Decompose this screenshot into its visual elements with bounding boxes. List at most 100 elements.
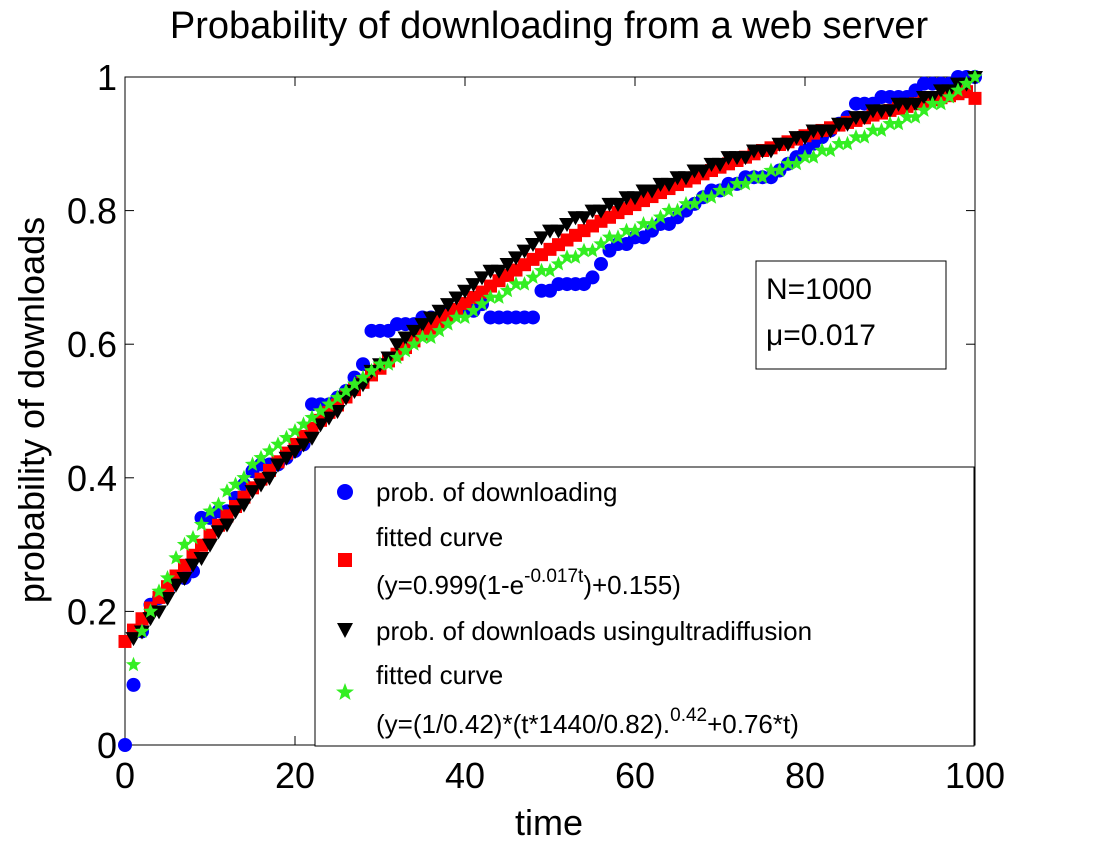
plot-area: 0 20 40 60 80 100 0 0.2 0.4 0.6 0.8 1 (67, 57, 1005, 796)
point-series-4 (703, 189, 720, 204)
point-series-4 (865, 122, 881, 137)
x-tick-label: 60 (615, 755, 655, 796)
point-series-4 (805, 149, 822, 164)
point-series-4 (924, 95, 941, 111)
point-series-3 (389, 338, 405, 353)
point-series-3 (448, 291, 465, 306)
point-series-4 (754, 169, 771, 184)
point-series-4 (440, 316, 456, 331)
axis-ticks: 0 20 40 60 80 100 0 0.2 0.4 0.6 0.8 1 (67, 57, 1005, 796)
legend-formula-1-sup: -0.017t (524, 566, 584, 587)
point-series-4 (176, 536, 193, 552)
point-series-3 (856, 111, 873, 126)
point-series-4 (950, 82, 966, 97)
point-series-4 (236, 469, 252, 485)
point-series-3 (202, 538, 218, 553)
point-series-4 (873, 122, 890, 137)
annotation-frame (755, 260, 947, 370)
point-series-4 (890, 115, 907, 131)
point-series-4 (856, 129, 873, 144)
point-series-3 (193, 551, 210, 566)
point-series-4 (542, 262, 558, 278)
point-series-3 (210, 525, 227, 540)
point-series-3 (839, 117, 856, 132)
y-tick-label: 0.4 (67, 458, 117, 499)
annotation-mu: μ=0.017 (766, 319, 876, 352)
point-series-3 (244, 485, 261, 500)
x-axis-label: time (515, 802, 583, 843)
y-tick-label: 0.6 (67, 324, 117, 365)
x-tick-label: 0 (115, 755, 135, 796)
point-series-4 (508, 276, 524, 291)
point-series-3 (627, 191, 643, 206)
point-series-3 (236, 498, 252, 513)
point-series-4 (270, 436, 286, 451)
point-series-3 (882, 104, 898, 119)
point-series-4 (295, 416, 312, 431)
point-series-3 (227, 505, 244, 520)
point-series-1 (126, 677, 141, 692)
point-series-3 (414, 318, 431, 333)
point-series-4 (533, 262, 550, 278)
point-series-3 (508, 251, 524, 266)
point-series-4 (491, 289, 507, 304)
point-series-4 (202, 503, 218, 518)
legend-marker-circle (337, 484, 353, 500)
point-series-4 (550, 256, 567, 271)
point-series-4 (389, 349, 405, 364)
point-series-3 (822, 124, 839, 139)
point-series-4 (567, 249, 584, 264)
point-series-3 (185, 558, 201, 573)
point-series-4 (448, 309, 465, 324)
point-series-4 (142, 603, 159, 618)
point-series-3 (737, 151, 754, 166)
point-series-4 (627, 222, 643, 238)
legend-formula-2-post: +0.76*t) (707, 709, 799, 739)
point-series-4 (780, 155, 796, 171)
point-series-3 (550, 224, 567, 239)
point-series-3 (533, 231, 550, 246)
point-series-4 (635, 216, 652, 231)
point-series-4 (958, 75, 975, 91)
point-series-4 (329, 389, 346, 405)
point-series-4 (210, 496, 227, 511)
point-series-3 (261, 471, 278, 486)
point-series-3 (304, 431, 320, 446)
annotation-box: N=1000 μ=0.017 (755, 260, 947, 370)
point-series-3 (219, 518, 235, 533)
point-series-3 (780, 137, 796, 152)
point-series-4 (848, 129, 864, 144)
point-series-4 (907, 109, 924, 124)
y-tick-label: 0.2 (67, 591, 117, 632)
x-tick-label: 40 (445, 755, 485, 796)
legend-label-fitted-formula-1: (y=0.999(1-e-0.017t)+0.155) (376, 566, 681, 600)
legend-marker-star (336, 683, 354, 700)
point-series-4 (363, 362, 380, 378)
point-series-3 (295, 438, 312, 453)
point-series-3 (253, 478, 269, 493)
point-series-4 (831, 135, 847, 151)
point-series-3 (423, 311, 439, 326)
point-series-4 (669, 202, 686, 218)
point-series-4 (185, 529, 201, 545)
point-series-4 (193, 516, 210, 531)
point-series-4 (763, 162, 779, 177)
point-series-4 (346, 376, 363, 391)
point-series-4 (814, 142, 830, 157)
y-axis-label: probability of downloads (11, 217, 52, 603)
x-tick-label: 20 (275, 755, 315, 796)
point-series-4 (771, 162, 788, 177)
point-series-4 (678, 195, 694, 211)
point-series-3 (312, 418, 329, 433)
legend-formula-2-pre: (y=(1/0.42)*(t*1440/0.82). (376, 709, 670, 739)
point-series-4 (168, 550, 184, 565)
point-series-4 (610, 229, 626, 244)
point-series-4 (933, 95, 949, 111)
point-series-3 (907, 97, 924, 112)
point-series-4 (899, 109, 915, 124)
point-series-4 (593, 236, 609, 251)
point-series-3 (176, 572, 193, 586)
legend-label-prob-downloading: prob. of downloading (376, 477, 617, 507)
point-series-4 (916, 102, 932, 117)
